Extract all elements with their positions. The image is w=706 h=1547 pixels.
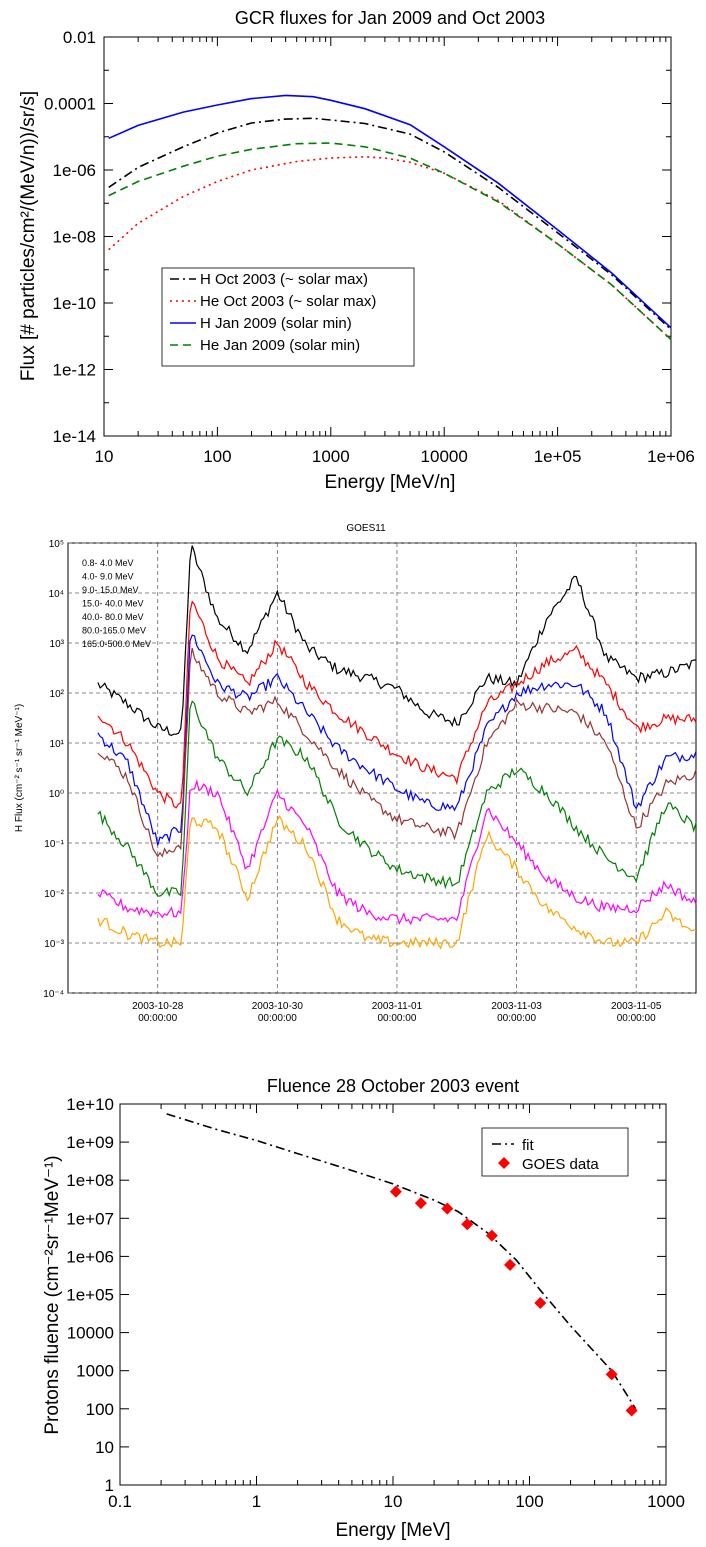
fluence-legend-label: GOES data — [522, 1156, 599, 1173]
fluence-data-point — [389, 1185, 402, 1198]
gcr-y-tick-label: 1e-10 — [53, 294, 96, 313]
goes-x-tick-time: 00:00:00 — [138, 1013, 177, 1024]
fluence-fit-line — [166, 1113, 637, 1410]
fluence-data-point — [485, 1229, 498, 1242]
fluence-data-point — [625, 1404, 638, 1417]
gcr-y-tick-label: 1e-06 — [53, 161, 96, 180]
gcr-legend-label: H Oct 2003 (~ solar max) — [200, 271, 368, 288]
goes-series-line — [97, 815, 697, 950]
gcr-legend-label: He Oct 2003 (~ solar max) — [200, 293, 376, 310]
gcr-series-line — [108, 117, 672, 331]
gcr-chart: GCR fluxes for Jan 2009 and Oct 2003 10 10… — [18, 8, 695, 493]
fluence-title: Fluence 28 October 2003 event — [267, 1076, 519, 1096]
gcr-y-tick-label: 0.0001 — [44, 95, 96, 114]
fluence-data-point — [461, 1218, 474, 1231]
fluence-legend-swatch — [498, 1157, 510, 1169]
goes-series-line — [97, 600, 697, 809]
fluence-data-point — [605, 1368, 618, 1381]
fluence-y-tick-label: 1e+08 — [66, 1171, 114, 1190]
fluence-data-point — [414, 1197, 427, 1210]
goes-series-line — [97, 647, 697, 858]
gcr-legend-box — [161, 267, 415, 367]
gcr-x-tick-label: 1e+05 — [534, 447, 582, 466]
gcr-plot-frame — [103, 36, 672, 437]
goes-legend-label: 40.0- 80.0 MeV — [82, 612, 144, 622]
fluence-legend-box — [481, 1127, 629, 1177]
gcr-x-tick-label: 10000 — [421, 447, 468, 466]
goes-series-line — [97, 700, 697, 898]
goes-x-tick-time: 00:00:00 — [258, 1013, 297, 1024]
fluence-y-tick-label: 10000 — [67, 1324, 114, 1343]
fluence-legend-label: fit — [522, 1137, 535, 1154]
gcr-y-tick-label: 0.01 — [63, 28, 96, 47]
goes-y-tick-label: 10⁻³ — [44, 939, 64, 950]
gcr-x-tick-label: 10 — [95, 447, 114, 466]
goes-y-tick-label: 10¹ — [50, 739, 65, 750]
fluence-x-tick-label: 100 — [515, 1492, 543, 1511]
goes-y-tick-label: 10³ — [50, 639, 65, 650]
goes-title: GOES11 — [346, 523, 386, 534]
fluence-x-tick-label: 1000 — [647, 1492, 685, 1511]
goes-x-tick-date: 2003-10-28 — [132, 1001, 184, 1012]
goes-y-tick-label: 10⁵ — [49, 539, 64, 550]
fluence-y-tick-label: 1e+05 — [66, 1286, 114, 1305]
fluence-y-tick-label: 10 — [95, 1438, 114, 1457]
fluence-y-tick-label: 1 — [105, 1476, 114, 1495]
fluence-y-tick-label: 1e+09 — [66, 1133, 114, 1152]
gcr-y-tick-label: 1e-12 — [53, 361, 96, 380]
goes-legend-label: 4.0- 9.0 MeV — [82, 572, 134, 582]
fluence-x-tick-label: 0.1 — [108, 1492, 132, 1511]
goes-x-tick-date: 2003-11-01 — [372, 1001, 423, 1012]
goes-y-tick-label: 10⁻¹ — [44, 839, 64, 850]
gcr-x-tick-label: 1e+06 — [647, 447, 695, 466]
gcr-series-line — [108, 142, 672, 341]
goes-x-tick-time: 00:00:00 — [617, 1013, 656, 1024]
gcr-title: GCR fluxes for Jan 2009 and Oct 2003 — [235, 8, 545, 28]
fluence-x-axis-label: Energy [MeV] — [335, 1520, 450, 1541]
gcr-legend-label: He Jan 2009 (solar min) — [200, 337, 360, 354]
goes-legend-label: 9.0- 15.0 MeV — [82, 585, 139, 595]
fluence-y-axis-label: Protons fluence (cm⁻²sr⁻¹MeV⁻¹) — [42, 1155, 63, 1434]
fluence-y-tick-label: 100 — [86, 1400, 114, 1419]
goes-x-tick-date: 2003-11-03 — [491, 1001, 542, 1012]
gcr-y-tick-label: 1e-14 — [53, 427, 96, 446]
goes-legend-label: 0.8- 4.0 MeV — [82, 558, 134, 568]
fluence-y-tick-label: 1e+10 — [66, 1095, 114, 1114]
goes-x-tick-date: 2003-11-05 — [611, 1001, 662, 1012]
goes-legend-label: 80.0-165.0 MeV — [82, 626, 146, 636]
fluence-y-tick-label: 1e+06 — [66, 1247, 114, 1266]
fluence-x-tick-label: 1 — [252, 1492, 261, 1511]
fluence-y-tick-label: 1e+07 — [66, 1209, 114, 1228]
goes-x-tick-time: 00:00:00 — [377, 1013, 416, 1024]
fluence-data-point — [504, 1258, 517, 1271]
gcr-y-axis-label: Flux [# particles/cm²/(MeV/n))/sr/s] — [18, 91, 39, 381]
goes-y-axis-label: H Flux (cm⁻² s⁻¹ sr⁻¹ MeV⁻¹) — [14, 704, 25, 832]
gcr-legend-label: H Jan 2009 (solar min) — [200, 315, 352, 332]
goes-chart: GOES11 10⁻⁴ 10⁻³ 10⁻² 10⁻¹ 10⁰ 10¹ 10² 10³ 10⁴ 10⁵… — [14, 523, 697, 1024]
gcr-series-line — [108, 94, 672, 329]
goes-series-line — [97, 779, 697, 926]
fluence-data-point — [534, 1296, 547, 1309]
fluence-x-tick-label: 10 — [384, 1492, 403, 1511]
goes-y-tick-label: 10² — [50, 689, 65, 700]
goes-y-tick-label: 10⁰ — [49, 789, 64, 800]
goes-x-tick-date: 2003-10-30 — [252, 1001, 304, 1012]
goes-legend-label: 15.0- 40.0 MeV — [82, 599, 144, 609]
goes-y-tick-label: 10⁻² — [44, 889, 64, 900]
gcr-x-tick-label: 100 — [203, 447, 231, 466]
goes-y-tick-label: 10⁻⁴ — [43, 989, 64, 1000]
goes-series-line — [97, 545, 697, 736]
fluence-data-point — [441, 1202, 454, 1215]
goes-plot-frame — [67, 542, 697, 994]
goes-legend-label: 165.0-500.0 MeV — [82, 639, 151, 649]
goes-y-tick-label: 10⁴ — [49, 589, 64, 600]
goes-series-line — [97, 634, 697, 846]
gcr-y-tick-label: 1e-08 — [53, 228, 96, 247]
gcr-x-axis-label: Energy [MeV/n] — [325, 472, 456, 493]
goes-x-tick-time: 00:00:00 — [497, 1013, 536, 1024]
fluence-y-tick-label: 1000 — [76, 1362, 114, 1381]
gcr-x-tick-label: 1000 — [312, 447, 350, 466]
